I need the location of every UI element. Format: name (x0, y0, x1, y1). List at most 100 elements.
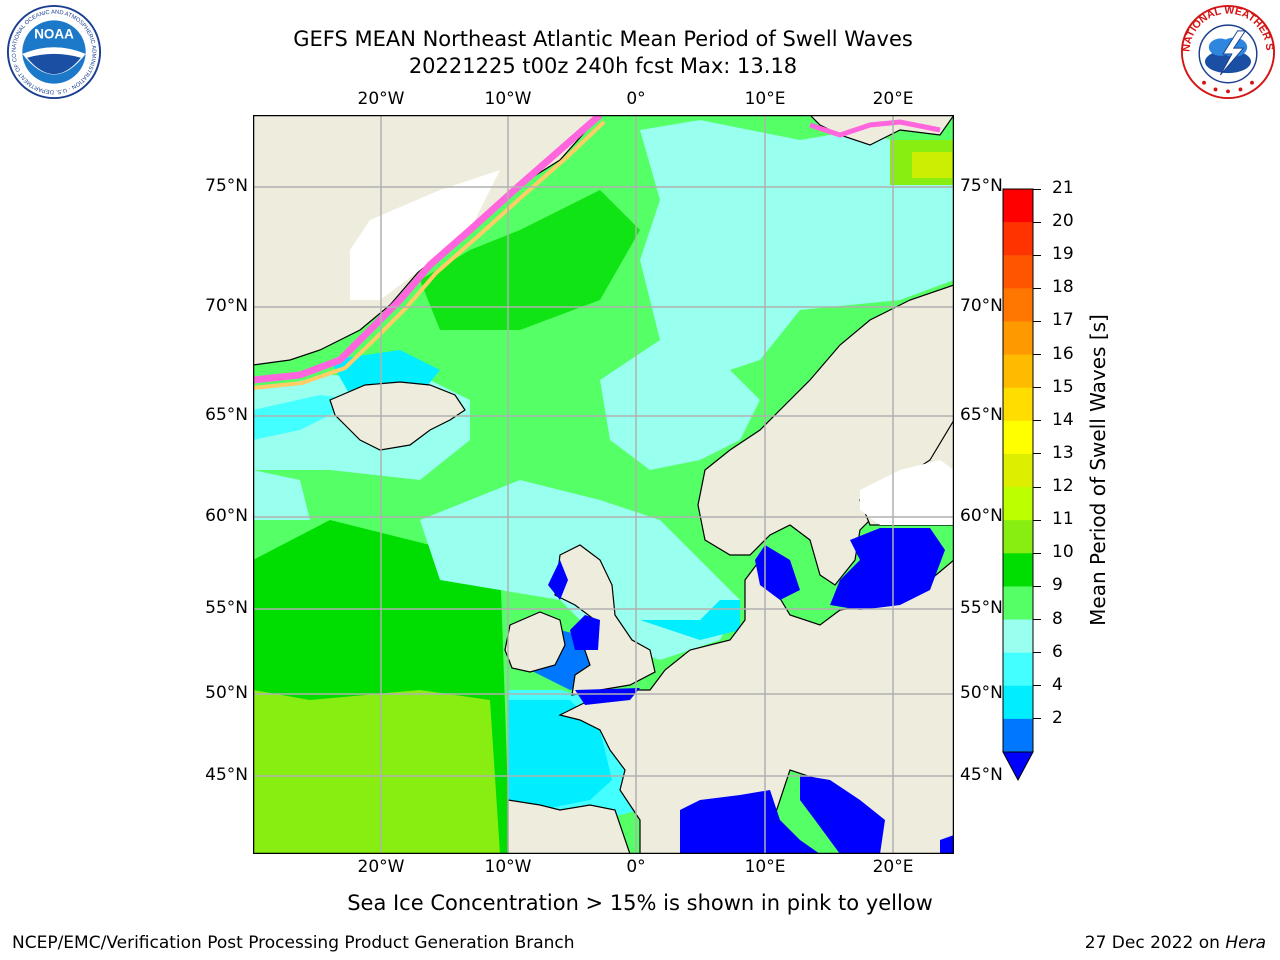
lat-label-right: 65°N (960, 405, 1003, 425)
lat-label-left: 55°N (205, 598, 248, 618)
irish-sea-2s (570, 615, 600, 650)
mediterranean-west-2s (680, 790, 820, 854)
lat-label-right: 70°N (960, 296, 1003, 316)
colorbar-tick-label: 20 (1052, 211, 1074, 232)
swell-zone-12s (253, 690, 500, 854)
colorbar-tick-label: 14 (1052, 409, 1074, 430)
colorbar-tick (1033, 718, 1041, 720)
colorbar-tick-label: 6 (1052, 641, 1063, 662)
colorbar-tick-label: 10 (1052, 542, 1074, 563)
lon-label-bottom: 20°E (872, 857, 914, 877)
lon-label-top: 0° (626, 89, 646, 109)
colorbar-tick-label: 21 (1052, 178, 1074, 198)
graticule (253, 115, 954, 854)
map-subtitle: 20221225 t00z 240h fcst Max: 13.18 (408, 54, 798, 78)
map-title: GEFS MEAN Northeast Atlantic Mean Period… (293, 27, 913, 51)
lat-label-left: 45°N (205, 765, 248, 785)
swell-zone-13s-barents (912, 152, 952, 178)
colorbar-segment (1003, 520, 1033, 554)
colorbar-tick-label: 15 (1052, 376, 1074, 397)
colorbar-segment (1003, 487, 1033, 521)
colorbar-segment (1003, 387, 1033, 422)
lat-label-right: 75°N (960, 176, 1003, 196)
lon-label-bottom: 10°W (484, 857, 532, 877)
minch-2s (548, 560, 568, 600)
colorbar-segment (1003, 288, 1033, 322)
lon-label-bottom: 10°E (744, 857, 786, 877)
colorbar-segment (1003, 652, 1033, 687)
colorbar-segment (1003, 453, 1033, 488)
colorbar-segment (1003, 321, 1033, 356)
footer-machine: Hera (1225, 933, 1266, 953)
swell-zone-11s-north (420, 190, 640, 330)
iberia-landmass (507, 799, 631, 854)
europe-mainland (558, 418, 954, 854)
colorbar-segment (1003, 553, 1033, 587)
swell-zone-9s-norwegian (640, 120, 954, 380)
colorbar-segment (1003, 718, 1033, 753)
colorbar-tick-label: 17 (1052, 310, 1074, 331)
lon-label-top: 10°E (744, 89, 786, 109)
colorbar-tick (1033, 420, 1041, 422)
colorbar-segment (1003, 222, 1033, 256)
adriatic-2s (800, 775, 885, 854)
colorbar (1002, 188, 1034, 782)
svalbard-landmass (809, 115, 954, 146)
lon-label-bottom: 20°W (357, 857, 405, 877)
lon-label-top: 20°W (357, 89, 405, 109)
lon-label-top: 10°W (484, 89, 532, 109)
colorbar-tick (1033, 685, 1041, 687)
sea-ice-note: Sea Ice Concentration > 15% is shown in … (347, 891, 933, 915)
colorbar-tick-label: 19 (1052, 244, 1074, 265)
lon-label-top: 20°E (872, 89, 914, 109)
colorbar-tick-label: 11 (1052, 509, 1074, 530)
colorbar-tick (1033, 652, 1041, 654)
map-frame (253, 115, 954, 854)
colorbar-extend-triangle (1002, 751, 1034, 782)
colorbar-tick (1033, 287, 1041, 289)
lat-label-left: 75°N (205, 176, 248, 196)
sea-ice-edge-yellow (253, 120, 606, 390)
colorbar-segment (1003, 619, 1033, 654)
colorbar-tick (1033, 188, 1041, 190)
noaa-logo: NOAA NATIONAL OCEANIC AND ATMOSPHERIC AD… (6, 4, 102, 100)
colorbar-tick-label: 8 (1052, 608, 1063, 629)
kattegat-2s (755, 545, 800, 600)
colorbar-tick-label: 9 (1052, 575, 1063, 596)
swell-zone-6s-southern-north-sea (640, 600, 740, 640)
swell-period-map (253, 115, 954, 854)
sea-ice-edge-svalbard (809, 119, 941, 138)
footer-date: 27 Dec 2022 on Hera (1085, 933, 1266, 953)
sea-ice-edge-pink (253, 115, 603, 384)
colorbar-tick (1033, 519, 1041, 521)
colorbar-segment (1003, 420, 1033, 455)
colorbar-tick (1033, 585, 1041, 587)
colorbar-tick (1033, 453, 1041, 455)
lat-label-left: 70°N (205, 296, 248, 316)
colorbar-tick-label: 13 (1052, 442, 1074, 463)
greenland-ice-white (350, 170, 500, 300)
colorbar-frame (1002, 188, 1034, 753)
baltic-sea-2s (830, 528, 945, 610)
lat-label-right: 45°N (960, 765, 1003, 785)
svg-text:NOAA: NOAA (34, 27, 74, 42)
lat-label-right: 50°N (960, 683, 1003, 703)
colorbar-segment (1003, 255, 1033, 289)
colorbar-tick (1033, 486, 1041, 488)
lat-label-right: 60°N (960, 506, 1003, 526)
bothnia-ice-free (860, 460, 954, 525)
footer-credit: NCEP/EMC/Verification Post Processing Pr… (12, 933, 575, 953)
swell-zone-9s-west (253, 470, 310, 520)
lat-label-right: 55°N (960, 598, 1003, 618)
colorbar-segment (1003, 354, 1033, 389)
lat-label-left: 65°N (205, 405, 248, 425)
footer-date-text: 27 Dec 2022 on (1084, 933, 1220, 953)
swell-zone-9s-mid (600, 340, 760, 470)
colorbar-tick (1033, 320, 1041, 322)
colorbar-tick-label: 2 (1052, 707, 1063, 728)
colorbar-tick (1033, 254, 1041, 256)
colorbar-segment (1003, 685, 1033, 720)
aegean-2s (940, 835, 954, 854)
colorbar-tick (1033, 221, 1041, 223)
colorbar-tick (1033, 552, 1041, 554)
